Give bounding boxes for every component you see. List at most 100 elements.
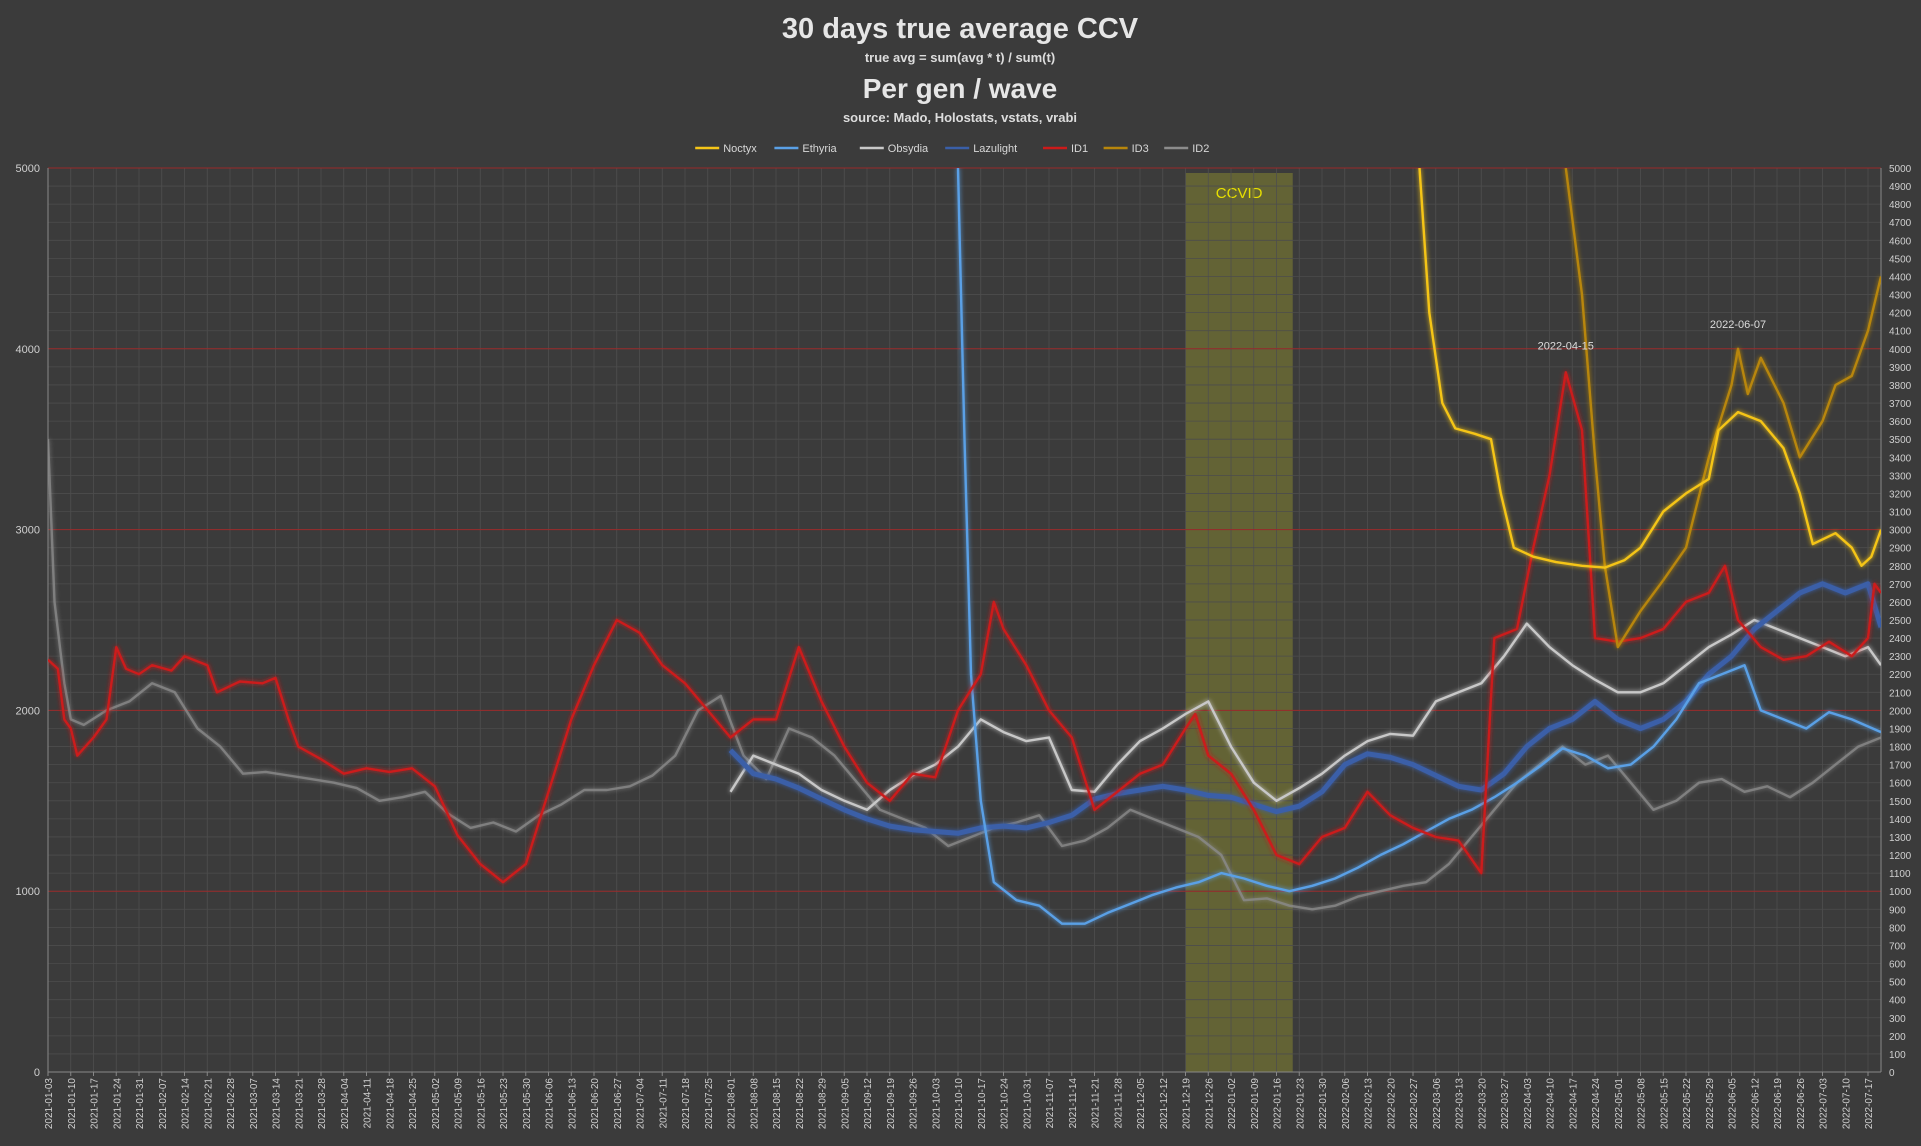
y-tick-label-right: 3400 (1889, 453, 1912, 464)
x-tick-label: 2021-03-28 (317, 1078, 328, 1130)
ccvid-label: CCVID (1216, 185, 1263, 202)
series-line-id3 (1564, 168, 1881, 649)
y-tick-label-right: 3900 (1889, 363, 1912, 374)
annotation-label: 2022-06-07 (1710, 319, 1766, 331)
x-tick-label: 2021-02-21 (203, 1078, 214, 1130)
x-tick-label: 2022-02-27 (1409, 1078, 1420, 1130)
y-tick-label-right: 2000 (1889, 706, 1912, 717)
y-tick-label-right: 2100 (1889, 688, 1912, 699)
x-tick-label: 2021-12-12 (1159, 1078, 1170, 1130)
y-tick-label-right: 100 (1889, 1050, 1906, 1061)
x-tick-label: 2022-01-16 (1273, 1078, 1284, 1130)
y-tick-label-right: 4600 (1889, 236, 1912, 247)
x-tick-label: 2021-07-18 (681, 1078, 692, 1130)
x-tick-label: 2021-10-03 (931, 1078, 942, 1130)
x-tick-label: 2022-03-13 (1455, 1078, 1466, 1130)
series-line-obsydia (729, 618, 1881, 811)
y-tick-label-right: 2400 (1889, 634, 1912, 645)
legend-label-obsydia: Obsydia (888, 143, 929, 155)
x-tick-label: 2021-08-15 (772, 1078, 783, 1130)
x-tick-label: 2021-05-09 (454, 1078, 465, 1130)
x-tick-label: 2021-01-17 (90, 1078, 101, 1130)
y-tick-label-right: 2600 (1889, 598, 1912, 609)
x-tick-label: 2021-09-05 (840, 1078, 851, 1130)
y-tick-label-right: 4300 (1889, 291, 1912, 302)
x-tick-label: 2021-08-22 (795, 1078, 806, 1130)
chart-title-2: Per gen / wave (863, 73, 1058, 104)
x-tick-label: 2022-03-06 (1432, 1078, 1443, 1130)
y-tick-label-right: 2700 (1889, 580, 1912, 591)
y-tick-label-right: 4700 (1889, 218, 1912, 229)
x-tick-label: 2022-04-03 (1523, 1078, 1534, 1130)
legend-label-noctyx: Noctyx (723, 143, 757, 155)
y-tick-label-right: 1200 (1889, 851, 1912, 862)
x-tick-label: 2021-01-03 (44, 1078, 55, 1130)
y-tick-label-right: 3800 (1889, 381, 1912, 392)
x-tick-label: 2021-11-28 (1113, 1078, 1124, 1129)
y-tick-label-right: 4000 (1889, 345, 1912, 356)
y-tick-label-right: 800 (1889, 923, 1906, 934)
x-tick-label: 2021-04-25 (408, 1078, 419, 1130)
x-tick-label: 2022-02-20 (1386, 1078, 1397, 1130)
x-tick-label: 2022-07-03 (1819, 1078, 1830, 1130)
x-tick-label: 2021-05-30 (522, 1078, 533, 1130)
y-tick-label-right: 3500 (1889, 435, 1912, 446)
legend-label-id1: ID1 (1071, 143, 1088, 155)
y-tick-label-right: 0 (1889, 1068, 1895, 1079)
x-tick-label: 2022-05-22 (1682, 1078, 1693, 1130)
x-tick-label: 2021-02-28 (226, 1078, 237, 1130)
y-tick-label-right: 2300 (1889, 652, 1912, 663)
x-tick-label: 2022-04-17 (1568, 1078, 1579, 1130)
y-tick-label-right: 1800 (1889, 743, 1912, 754)
y-tick-label-right: 1400 (1889, 815, 1912, 826)
y-tick-label-right: 2800 (1889, 562, 1912, 573)
chart-subtitle: true avg = sum(avg * t) / sum(t) (865, 50, 1055, 65)
y-tick-label-right: 1500 (1889, 797, 1912, 808)
y-tick-label-right: 3000 (1889, 526, 1912, 537)
chart-title: 30 days true average CCV (782, 13, 1139, 45)
x-tick-label: 2022-06-12 (1750, 1078, 1761, 1130)
axes: 0 1000 2000 3000 4000 5000 0 100 200 300 400 500 600… (16, 163, 1912, 1129)
x-tick-label: 2021-06-27 (613, 1078, 624, 1130)
ccvid-band (1185, 173, 1293, 1072)
y-tick-label-left: 0 (34, 1067, 40, 1079)
y-tick-label-right: 300 (1889, 1014, 1906, 1025)
y-tick-label-right: 2200 (1889, 670, 1912, 681)
series-line-noctyx (1418, 168, 1881, 569)
x-tick-label: 2022-06-05 (1728, 1078, 1739, 1130)
x-tick-label: 2022-03-27 (1500, 1078, 1511, 1130)
y-tick-label-left: 5000 (16, 163, 40, 175)
x-tick-label: 2021-01-31 (135, 1078, 146, 1130)
x-tick-label: 2022-05-08 (1637, 1078, 1648, 1130)
x-tick-label: 2021-10-10 (954, 1078, 965, 1130)
y-tick-label-left: 3000 (16, 525, 40, 537)
y-tick-label-right: 500 (1889, 978, 1906, 989)
x-tick-label: 2021-08-01 (727, 1078, 738, 1130)
y-tick-label-right: 1100 (1889, 869, 1911, 880)
y-tick-label-right: 600 (1889, 960, 1906, 971)
y-tick-label-right: 3600 (1889, 417, 1912, 428)
x-tick-label: 2021-11-21 (1091, 1078, 1102, 1129)
x-tick-label: 2022-04-24 (1591, 1078, 1602, 1130)
x-tick-label: 2021-06-13 (567, 1078, 578, 1130)
y-tick-label-right: 200 (1889, 1032, 1906, 1043)
x-tick-label: 2021-11-07 (1045, 1078, 1056, 1129)
y-tick-label-right: 4500 (1889, 254, 1912, 265)
series-line-ethyria (956, 168, 1881, 925)
x-tick-label: 2022-01-30 (1318, 1078, 1329, 1130)
x-tick-label: 2022-05-15 (1659, 1078, 1670, 1130)
x-tick-label: 2021-09-12 (863, 1078, 874, 1130)
y-tick-label-right: 400 (1889, 996, 1906, 1007)
x-tick-label: 2022-02-13 (1364, 1078, 1375, 1130)
shaded-region: CCVID (1185, 173, 1293, 1072)
x-tick-label: 2021-03-07 (249, 1078, 260, 1130)
x-tick-label: 2021-10-17 (977, 1078, 988, 1130)
x-tick-label: 2021-03-14 (272, 1078, 283, 1130)
x-tick-label: 2021-01-10 (67, 1078, 78, 1130)
y-tick-label-left: 2000 (16, 705, 40, 717)
x-tick-label: 2021-01-24 (112, 1078, 123, 1130)
y-tick-label-right: 4400 (1889, 272, 1912, 283)
y-tick-label-right: 1900 (1889, 724, 1912, 735)
